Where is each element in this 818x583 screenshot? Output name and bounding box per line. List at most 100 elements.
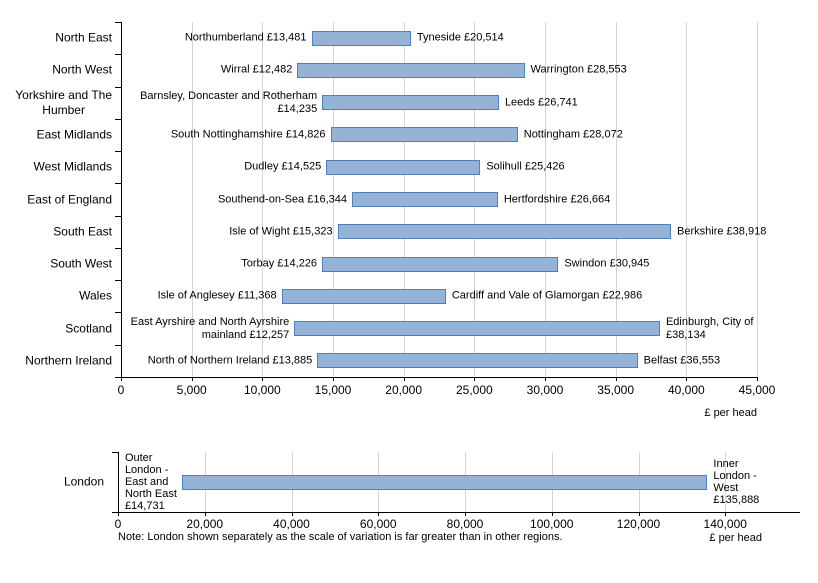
x-axis-tick [545,377,546,381]
bar-max-label: Hertfordshire £26,664 [504,193,610,206]
x-tick-label: 45,000 [738,383,776,397]
y-axis-tick [115,377,121,378]
region-label: North West [52,63,112,78]
y-axis-tick [112,512,118,513]
x-axis-tick [725,512,727,516]
region-label: Northern Ireland [25,353,112,368]
x-tick-label: 100,000 [530,517,574,531]
x-axis-tick [638,512,640,516]
label-line: East of England [27,192,112,206]
bar-max-label: Cardiff and Vale of Glamorgan £22,986 [452,290,642,303]
x-axis-tick [121,377,122,381]
range-bar [322,95,499,111]
label-line: Tyneside £20,514 [416,31,504,44]
x-axis-line [118,512,800,513]
x-tick-label: 40,000 [273,517,310,531]
footnote: Note: London shown separately as the sca… [118,531,563,543]
x-axis-tick [615,377,617,381]
x-axis-tick [191,377,193,381]
label-line: East and [124,476,169,488]
y-axis-line [121,22,122,377]
label-line: Barnsley, Doncaster and Rotherham [140,89,318,102]
y-axis-line [118,452,119,512]
x-axis-tick [551,512,553,516]
label-line: Edinburgh, City of [665,315,754,328]
label-line: Torbay £14,226 [241,257,318,270]
label-line: London - [713,470,757,482]
label-line: Swindon £30,945 [564,257,650,270]
label-line: Solihull £25,426 [486,160,565,173]
label-line: Belfast £36,553 [643,354,721,367]
region-label: West Midlands [34,160,112,175]
label-line: Wirral £12,482 [220,63,293,76]
label-line: Berkshire £38,918 [677,225,767,238]
y-axis-tick [115,118,121,120]
label-line: Nottingham £28,072 [523,128,623,141]
gridline [725,452,727,512]
x-tick-label: 25,000 [455,383,493,397]
label-line: South West [50,256,112,271]
y-axis-tick [115,86,121,88]
x-tick-label: 5,000 [176,383,207,397]
range-bar [294,321,660,337]
x-axis-tick [291,512,293,516]
x-axis-tick [262,377,264,381]
label-line: Yorkshire and The [15,87,112,102]
x-axis-tick [333,377,334,381]
bar-max-label: Berkshire £38,918 [677,225,766,238]
bar-min-label: Isle of Anglesey £11,368 [158,290,277,303]
gridline [757,22,758,377]
gridline [333,22,334,377]
x-tick-label: 10,000 [243,383,281,397]
x-axis-tick [465,512,466,516]
bar-max-label: Nottingham £28,072 [524,128,623,141]
label-line: North West [52,62,112,77]
bar-min-label: Isle of Wight £15,323 [229,225,332,238]
label-line: £135,888 [713,494,760,506]
x-tick-label: 120,000 [616,517,661,531]
region-label: Wales [79,289,112,304]
x-tick-label: 40,000 [667,383,705,397]
label-line: West Midlands [33,159,112,174]
gridline [545,22,546,377]
label-line: Northern Ireland [25,353,112,368]
x-tick-label: 60,000 [359,517,397,531]
label-line: Isle of Anglesey £11,368 [157,289,277,302]
y-axis-tick [115,247,121,249]
x-axis-tick [403,377,405,381]
bar-min-label: Wirral £12,482 [221,64,293,77]
label-line: Northumberland £13,481 [184,31,307,44]
x-axis-unit-regions: £ per head [704,407,757,419]
region-label: Yorkshire and The Humber [15,88,112,118]
label-line: West [713,482,739,494]
x-tick-label: 20,000 [186,517,224,531]
label-line: Isle of Wight £15,323 [229,225,333,238]
range-bar [181,474,708,490]
bar-max-label: Solihull £25,426 [486,161,564,174]
label-line: London [63,474,104,489]
label-line: London - [124,464,169,476]
bar-min-label: Dudley £14,525 [244,161,321,174]
x-axis-tick [686,377,688,381]
bar-max-label: Warrington £28,553 [531,64,627,77]
label-line: North East [55,30,112,45]
x-tick-label: 140,000 [703,517,747,531]
x-tick-label: 30,000 [526,383,564,397]
range-bar [337,224,672,240]
label-line: East Midlands [36,127,112,142]
bar-min-label: Barnsley, Doncaster and Rotherham £14,235 [140,90,317,116]
x-tick-label: 35,000 [597,383,634,397]
range-bar [330,127,518,143]
label-line: Southend-on-Sea £16,344 [217,193,347,205]
region-label: London [64,475,104,490]
bar-min-label: Southend-on-Sea £16,344 [218,193,347,206]
x-tick-label: 0 [114,517,122,531]
label-line: Scotland [65,321,112,336]
region-label: East Midlands [37,127,112,142]
label-line: Warrington £28,553 [530,63,627,76]
y-axis-tick [115,183,121,185]
label-line: Hertfordshire £26,664 [503,193,611,205]
y-axis-tick [115,54,121,56]
label-line: East Ayrshire and North Ayrshire [130,315,290,328]
x-tick-label: 0 [117,383,125,397]
